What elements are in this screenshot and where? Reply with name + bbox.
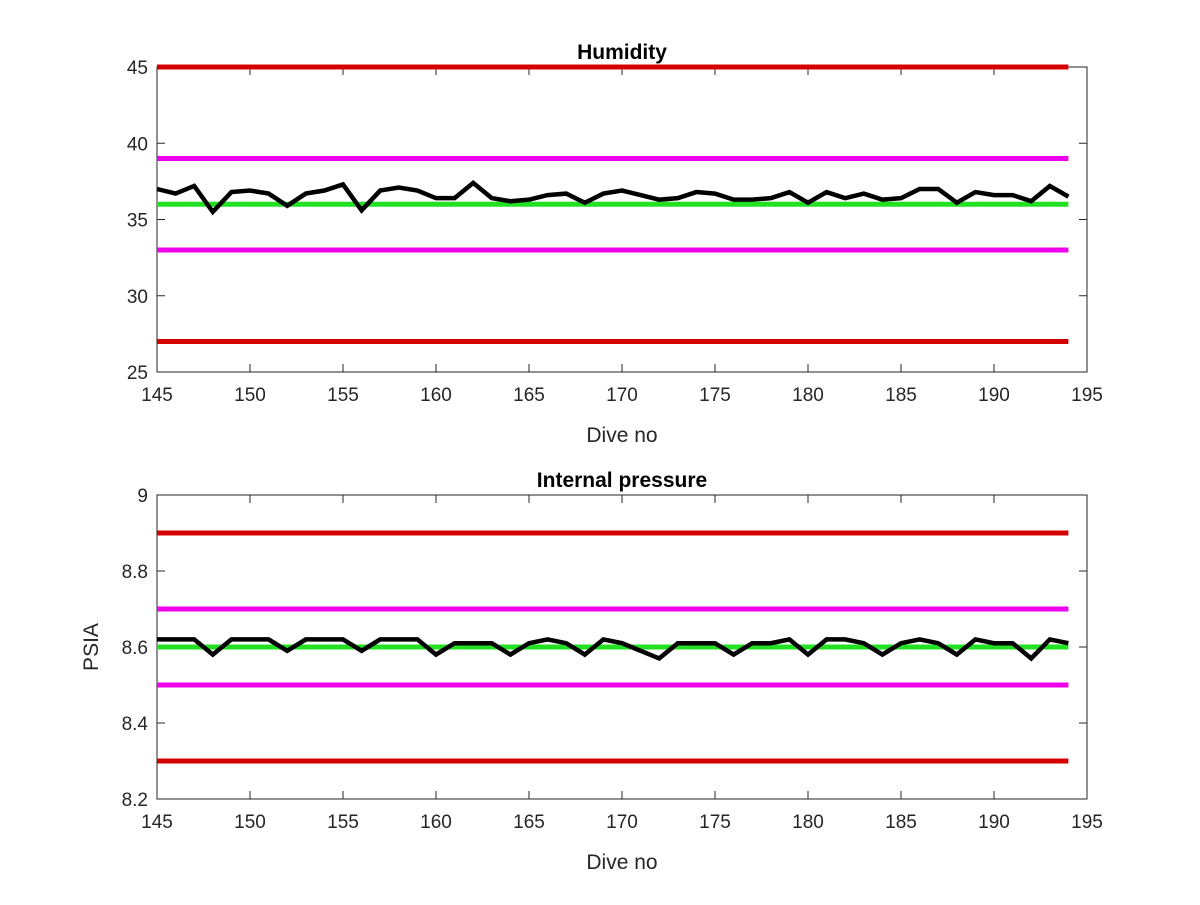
- x-tick-label: 170: [606, 812, 638, 833]
- x-tick-label: 175: [699, 812, 731, 833]
- y-axis-label: PSIA: [80, 623, 103, 671]
- x-tick-label: 165: [513, 812, 545, 833]
- axes-box: [156, 66, 1088, 373]
- y-tick-label: 8.2: [122, 790, 148, 811]
- x-tick-label: 180: [792, 385, 824, 406]
- x-tick-label: 155: [327, 812, 359, 833]
- series-line: [156, 179, 1070, 216]
- y-tick-label: 45: [127, 58, 148, 79]
- x-tick-label: 165: [513, 385, 545, 406]
- x-tick-label: 160: [420, 812, 452, 833]
- x-tick-label: 150: [234, 812, 266, 833]
- x-axis-label: Dive no: [586, 424, 657, 447]
- x-tick-label: 180: [792, 812, 824, 833]
- x-tick-label: 185: [885, 812, 917, 833]
- x-tick-label: 145: [141, 812, 173, 833]
- x-tick-label: 190: [978, 385, 1010, 406]
- series-line: [157, 636, 1069, 662]
- x-tick-label: 155: [327, 385, 359, 406]
- chart-title: Internal pressure: [537, 469, 707, 492]
- x-tick-label: 160: [420, 385, 452, 406]
- x-axis-label: Dive no: [586, 851, 657, 874]
- y-tick-label: 30: [127, 287, 148, 308]
- x-tick-label: 190: [978, 812, 1010, 833]
- y-tick-label: 9: [137, 486, 148, 507]
- x-tick-label: 175: [699, 385, 731, 406]
- chart-title: Humidity: [577, 41, 667, 64]
- x-tick-label: 150: [234, 385, 266, 406]
- x-tick-label: 185: [885, 385, 917, 406]
- x-tick-label: 195: [1071, 812, 1103, 833]
- x-tick-label: 195: [1071, 385, 1103, 406]
- y-tick-label: 8.6: [122, 638, 148, 659]
- y-tick-label: 25: [127, 363, 148, 384]
- subplot-1: 145 150 155 160 165 170 175 180 185 190 195 25 30 35 4…: [127, 41, 1103, 447]
- y-tick-label: 35: [127, 211, 148, 232]
- y-tick-label: 8.8: [122, 562, 148, 583]
- subplot-2: 145 150 155 160 165 170 175 180 185 190 195 8.2 8.4 8…: [80, 469, 1103, 874]
- y-tick-label: 40: [127, 134, 148, 155]
- x-tick-label: 145: [141, 385, 173, 406]
- y-tick-label: 8.4: [122, 714, 149, 735]
- x-tick-label: 170: [606, 385, 638, 406]
